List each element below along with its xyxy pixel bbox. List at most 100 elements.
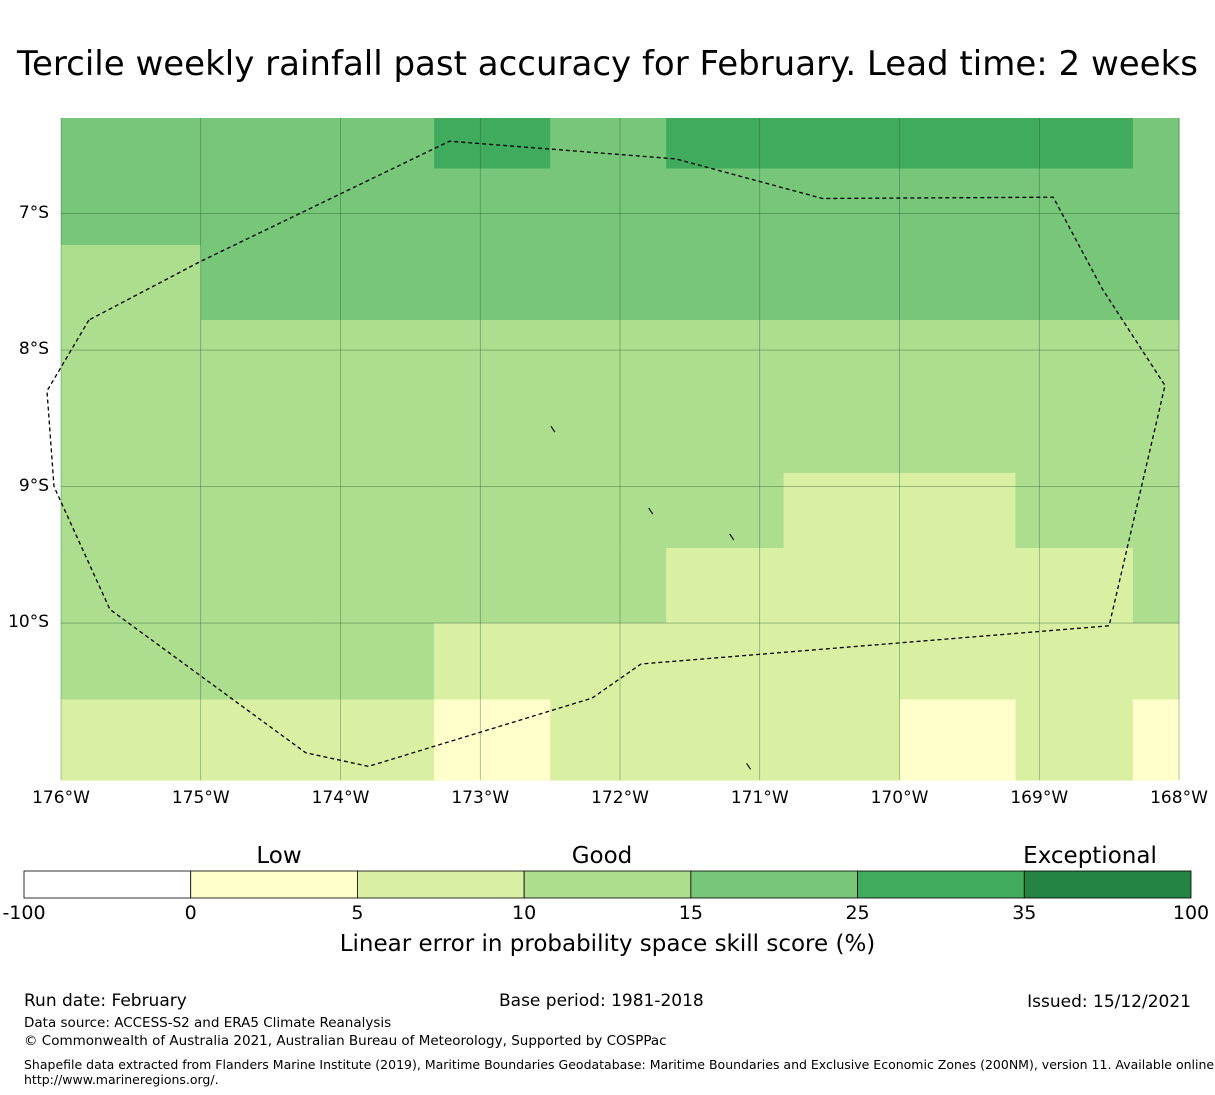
skill-cell	[783, 396, 901, 474]
skill-cell	[899, 168, 1017, 246]
skill-cell	[434, 472, 551, 549]
skill-cell	[550, 244, 667, 321]
skill-cell	[899, 472, 1017, 549]
skill-cell	[1132, 699, 1180, 781]
skill-cell	[783, 168, 901, 246]
skill-cell	[550, 396, 667, 474]
skill-cell	[666, 623, 785, 701]
skill-cell	[899, 320, 1017, 398]
skill-cell	[434, 396, 551, 474]
skill-cell	[550, 118, 667, 170]
skill-cell	[200, 168, 318, 246]
colorbar-segment	[1023, 870, 1192, 899]
skill-cell	[899, 699, 1017, 781]
colorbar-tick-label: 5	[351, 902, 364, 924]
island-mark	[746, 763, 752, 770]
skill-cell	[434, 244, 551, 321]
skill-cell	[316, 396, 435, 474]
skill-cell	[316, 320, 435, 398]
skill-cell	[783, 118, 901, 170]
category-good-label: Good	[571, 843, 633, 869]
skill-cell	[783, 244, 901, 321]
skill-cell	[316, 244, 435, 321]
skill-cell	[899, 547, 1017, 624]
skill-cell	[434, 168, 551, 246]
skill-cell	[1015, 118, 1134, 170]
skill-cell	[434, 547, 551, 624]
data-source: Data source: ACCESS-S2 and ERA5 Climate …	[24, 1015, 392, 1031]
skill-cell	[666, 547, 785, 624]
colorbar	[23, 870, 1192, 899]
skill-cell	[666, 396, 785, 474]
skill-cell	[61, 320, 202, 398]
skill-cell	[316, 623, 435, 701]
latitude-tick-label: 8°S	[18, 339, 49, 360]
skill-cell	[61, 699, 202, 781]
skill-cell	[1015, 699, 1134, 781]
skill-cell	[434, 118, 551, 170]
colorbar-segment	[857, 870, 1025, 899]
colorbar-segment	[690, 870, 858, 899]
skill-cell	[1015, 472, 1134, 549]
skill-cell	[200, 699, 318, 781]
longitude-tick-label: 168°W	[1150, 788, 1208, 808]
copyright: © Commonwealth of Australia 2021, Austra…	[24, 1033, 667, 1049]
latitude-tick-label: 7°S	[18, 202, 49, 223]
longitude-tick-label: 169°W	[1010, 788, 1069, 808]
skill-cell	[1015, 396, 1134, 474]
colorbar-tick-label: 10	[512, 902, 537, 924]
skill-cell	[200, 396, 318, 474]
skill-cell	[1132, 244, 1180, 321]
colorbar-segment	[357, 870, 525, 899]
category-low-label: Low	[256, 843, 302, 869]
skill-cell	[61, 396, 202, 474]
colorbar-segment	[23, 870, 192, 899]
run-date: Run date: February	[24, 991, 187, 1011]
colorbar-tick-label: 0	[184, 902, 197, 924]
longitude-tick-label: 172°W	[591, 788, 649, 808]
skill-cell	[783, 699, 901, 781]
skill-cell	[1015, 320, 1134, 398]
skill-cell	[899, 118, 1017, 170]
skill-cell	[1132, 623, 1180, 701]
latitude-tick-label: 10°S	[8, 612, 49, 633]
skill-cell	[316, 472, 435, 549]
skill-cell	[434, 623, 551, 701]
skill-cell	[316, 547, 435, 624]
skill-cell	[666, 472, 785, 549]
eez-boundary-line	[46, 140, 1166, 768]
skill-cell	[1132, 168, 1180, 246]
latitude-tick-label: 9°S	[18, 475, 49, 496]
shapefile-credit-line1: Shapefile data extracted from Flanders M…	[24, 1057, 1215, 1072]
skill-cell	[316, 118, 435, 170]
map-title: Tercile weekly rainfall past accuracy fo…	[17, 44, 1198, 84]
skill-cell	[434, 320, 551, 398]
skill-cell	[899, 623, 1017, 701]
skill-cell	[666, 320, 785, 398]
skill-cell	[899, 244, 1017, 321]
skill-cell	[316, 168, 435, 246]
skill-cell	[899, 396, 1017, 474]
island-mark	[729, 533, 735, 541]
colorbar-segment	[523, 870, 692, 899]
skill-cell	[1132, 320, 1180, 398]
skill-cell	[1132, 118, 1180, 170]
skill-cell	[550, 168, 667, 246]
skill-cell	[550, 320, 667, 398]
skill-cell	[1015, 244, 1134, 321]
skill-cell	[666, 118, 785, 170]
colorbar-title: Linear error in probability space skill …	[339, 931, 876, 957]
skill-cell	[666, 168, 785, 246]
skill-cell	[61, 244, 202, 321]
skill-cell	[1015, 623, 1134, 701]
skill-cell	[550, 547, 667, 624]
skill-cell	[1015, 168, 1134, 246]
graticule	[60, 118, 1180, 780]
colorbar-tick-label: 25	[845, 902, 870, 924]
skill-cell	[550, 472, 667, 549]
colorbar-tick-label: 15	[678, 902, 703, 924]
skill-cell	[200, 118, 318, 170]
skill-cell	[61, 472, 202, 549]
skill-cell	[783, 547, 901, 624]
